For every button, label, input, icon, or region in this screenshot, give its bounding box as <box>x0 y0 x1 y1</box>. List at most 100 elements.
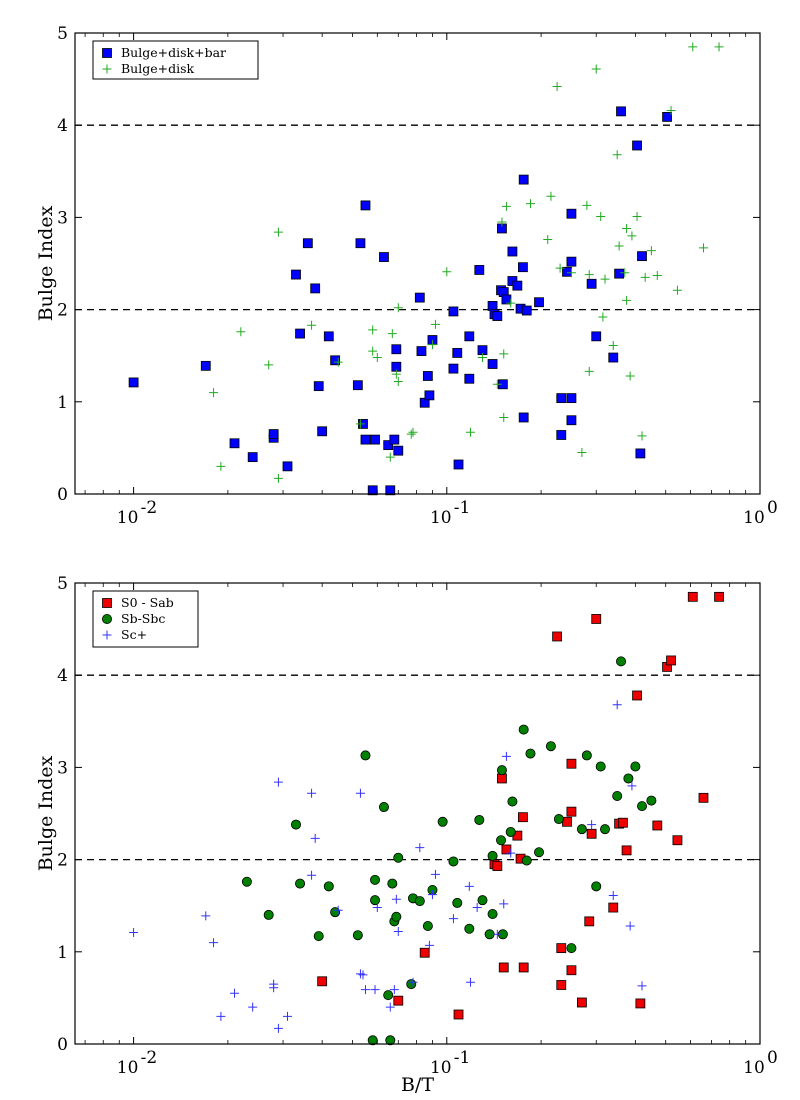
data-point <box>546 191 556 201</box>
data-point <box>566 208 577 219</box>
data-point <box>492 379 502 389</box>
data-point <box>448 856 459 867</box>
data-point <box>295 328 305 339</box>
data-point <box>627 231 637 241</box>
data-point <box>360 985 370 995</box>
x-tick-label: 10 <box>743 508 765 528</box>
data-point <box>414 896 425 907</box>
data-point <box>556 430 567 440</box>
series-bulge-disk-bar <box>128 106 672 496</box>
data-point <box>385 452 395 462</box>
data-point <box>566 758 577 769</box>
data-point <box>408 977 418 987</box>
data-point <box>534 847 545 858</box>
data-point <box>492 311 503 321</box>
data-point <box>553 814 564 825</box>
x-tick-exponent: 0 <box>767 498 778 518</box>
x-tick-exponent: -2 <box>141 498 158 518</box>
data-point <box>622 223 632 233</box>
data-point <box>236 327 246 337</box>
data-point <box>586 278 597 289</box>
data-point <box>209 938 219 948</box>
data-point <box>635 998 646 1009</box>
data-point <box>391 369 401 379</box>
y-tick-label: 0 <box>57 485 68 505</box>
data-point <box>302 238 313 249</box>
legend-label: Bulge+disk <box>121 61 195 76</box>
data-point <box>612 700 622 710</box>
data-point <box>598 312 608 322</box>
data-point <box>406 429 416 439</box>
data-point <box>497 773 507 784</box>
data-point <box>566 256 577 267</box>
data-point <box>422 371 433 381</box>
data-point <box>282 461 293 472</box>
data-point <box>393 852 404 863</box>
data-point <box>295 878 306 889</box>
data-point <box>263 909 274 920</box>
series-sb-sbc <box>241 656 657 1046</box>
data-point <box>352 930 363 941</box>
data-point <box>518 724 529 735</box>
data-point <box>501 294 512 305</box>
data-point <box>499 349 509 359</box>
data-point <box>623 773 634 784</box>
data-point <box>600 274 610 284</box>
data-point <box>632 690 642 701</box>
data-point <box>612 150 622 160</box>
data-point <box>525 199 535 209</box>
data-point <box>383 990 394 1001</box>
data-point <box>525 748 536 759</box>
data-point <box>385 1035 396 1046</box>
data-point <box>621 845 632 856</box>
data-point <box>666 105 676 115</box>
x-tick-exponent: -1 <box>454 498 471 518</box>
data-point <box>506 298 516 308</box>
data-point <box>577 448 587 458</box>
data-point <box>313 931 324 942</box>
data-point <box>620 268 630 278</box>
data-point <box>453 459 464 470</box>
data-point <box>452 897 463 908</box>
data-point <box>424 940 434 950</box>
data-point <box>521 305 532 316</box>
x-tick-label: 10 <box>743 1058 765 1078</box>
data-point <box>566 268 576 278</box>
y-tick-label: 0 <box>57 1035 68 1055</box>
data-point <box>714 591 724 602</box>
y-tick-label: 5 <box>57 24 68 44</box>
y-tick-label: 5 <box>57 574 68 594</box>
data-point <box>618 817 628 828</box>
data-point <box>391 894 401 904</box>
data-point <box>416 346 427 356</box>
data-point <box>505 826 516 837</box>
y-axis-label: Bulge Index <box>35 755 57 871</box>
data-point <box>518 412 529 423</box>
data-point <box>360 750 371 761</box>
x-tick-exponent: 0 <box>767 1048 778 1068</box>
data-point <box>230 988 240 998</box>
data-point <box>632 211 642 221</box>
data-point <box>652 270 662 280</box>
data-point <box>307 320 317 330</box>
data-point <box>591 64 601 74</box>
data-point <box>310 833 320 843</box>
data-point <box>264 360 274 370</box>
data-point <box>612 790 623 801</box>
data-point <box>474 265 485 275</box>
data-point <box>448 306 459 317</box>
data-point <box>497 217 507 227</box>
data-point <box>552 81 562 91</box>
data-point <box>545 741 556 752</box>
data-point <box>616 656 627 667</box>
plot-frame <box>74 32 761 495</box>
legend-label: Sc+ <box>121 627 147 642</box>
y-tick-label: 3 <box>57 758 68 778</box>
data-point <box>637 251 647 262</box>
data-point <box>698 792 709 803</box>
data-point <box>518 174 529 185</box>
data-point <box>698 243 708 253</box>
